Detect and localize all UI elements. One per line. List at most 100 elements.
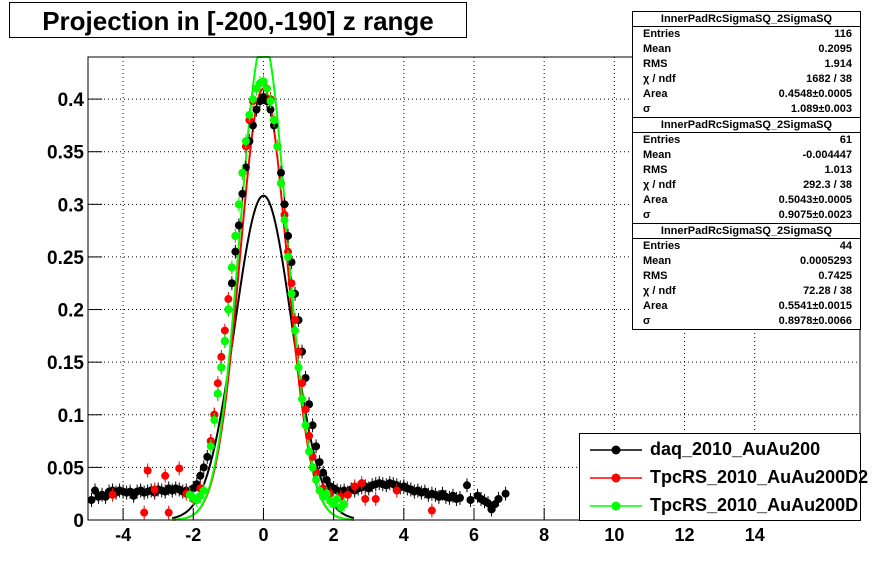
data-point bbox=[287, 289, 296, 298]
x-tick-label: -2 bbox=[185, 525, 201, 545]
data-point bbox=[248, 95, 257, 104]
data-point bbox=[273, 142, 282, 151]
stats-value: 0.2095 bbox=[818, 43, 852, 55]
legend-marker-icon bbox=[590, 473, 642, 483]
y-tick-label: 0.35 bbox=[47, 143, 84, 164]
data-point bbox=[312, 442, 321, 451]
data-point bbox=[91, 486, 100, 495]
data-point bbox=[252, 105, 261, 114]
data-point bbox=[266, 97, 275, 106]
legend-entry-d: TpcRS_2010_AuAu200D bbox=[580, 492, 860, 520]
data-point bbox=[217, 363, 226, 372]
data-point bbox=[161, 471, 170, 480]
stats-value: 44 bbox=[839, 240, 852, 252]
data-point bbox=[175, 464, 184, 473]
stats-header: InnerPadRcSigmaSQ_2SigmaSQ bbox=[633, 118, 860, 133]
data-point bbox=[361, 494, 370, 503]
data-point bbox=[150, 485, 159, 494]
y-tick-labels: 0 0.05 0.1 0.15 0.2 0.25 0.3 0.35 0.4 bbox=[47, 90, 84, 532]
y-tick-label: 0.3 bbox=[58, 195, 84, 216]
stats-box-d2: InnerPadRcSigmaSQ_2SigmaSQ Entries 61 Mea… bbox=[632, 117, 861, 224]
legend: daq_2010_AuAu200 TpcRS_2010_AuAu200D2 Tp… bbox=[579, 433, 868, 521]
data-point bbox=[213, 389, 222, 398]
data-point bbox=[350, 482, 359, 491]
data-point bbox=[199, 463, 208, 472]
legend-marker-icon bbox=[590, 445, 642, 455]
data-point bbox=[210, 416, 219, 425]
data-point bbox=[231, 247, 240, 256]
y-tick-label: 0.2 bbox=[58, 301, 84, 322]
stats-value: 1.914 bbox=[824, 58, 852, 70]
data-point bbox=[224, 305, 233, 314]
x-tick-label: 0 bbox=[258, 525, 268, 545]
x-tick-label: 4 bbox=[399, 525, 409, 545]
data-point bbox=[298, 394, 307, 403]
data-point bbox=[224, 295, 233, 304]
stats-value: 1.089±0.003 bbox=[790, 103, 852, 115]
data-point bbox=[227, 263, 236, 272]
data-point bbox=[280, 200, 289, 209]
data-point bbox=[241, 137, 250, 146]
data-point bbox=[199, 486, 208, 495]
legend-marker-icon bbox=[590, 501, 642, 511]
stats-key: Mean bbox=[643, 43, 672, 55]
y-tick-label: 0.1 bbox=[58, 406, 85, 427]
data-point bbox=[234, 200, 243, 209]
x-tick-label: 8 bbox=[539, 525, 549, 545]
data-point bbox=[308, 463, 317, 472]
title-box: Projection in [-200,-190] z range bbox=[9, 2, 467, 38]
y-tick-label: 0.15 bbox=[47, 353, 84, 374]
data-point bbox=[315, 486, 324, 495]
data-point bbox=[108, 490, 117, 499]
data-point bbox=[308, 421, 317, 430]
data-point bbox=[294, 363, 303, 372]
data-point bbox=[301, 405, 310, 414]
stats-key: χ / ndf bbox=[643, 285, 676, 297]
data-point bbox=[319, 468, 328, 477]
data-point bbox=[287, 279, 296, 288]
data-point bbox=[298, 379, 307, 388]
stats-key: Mean bbox=[643, 255, 672, 267]
stats-key: χ / ndf bbox=[643, 73, 676, 85]
data-point bbox=[196, 471, 205, 480]
data-point bbox=[238, 189, 247, 198]
stats-key: Area bbox=[643, 88, 668, 100]
data-point bbox=[301, 421, 310, 430]
stats-key: Entries bbox=[643, 240, 681, 252]
stats-box-d: InnerPadRcSigmaSQ_2SigmaSQ Entries 44 Mea… bbox=[632, 223, 861, 330]
data-point bbox=[322, 489, 331, 498]
data-point bbox=[245, 110, 254, 119]
legend-entry-d2: TpcRS_2010_AuAu200D2 bbox=[580, 464, 868, 492]
data-point bbox=[305, 447, 314, 456]
stats-key: Area bbox=[643, 194, 668, 206]
stats-key: RMS bbox=[643, 58, 668, 70]
data-point bbox=[371, 494, 380, 503]
stats-key: RMS bbox=[643, 270, 668, 282]
stats-header: InnerPadRcSigmaSQ_2SigmaSQ bbox=[633, 12, 860, 27]
data-point bbox=[462, 481, 471, 490]
y-tick-label: 0.4 bbox=[58, 90, 85, 111]
fit-curves bbox=[171, 56, 355, 521]
data-point bbox=[234, 221, 243, 230]
y-tick-label: 0.05 bbox=[47, 458, 84, 479]
data-point bbox=[343, 490, 352, 499]
x-tick-label: 6 bbox=[469, 525, 479, 545]
stats-key: RMS bbox=[643, 164, 668, 176]
data-point bbox=[269, 116, 278, 125]
stats-value: 61 bbox=[839, 134, 852, 146]
stats-key: Entries bbox=[643, 134, 681, 146]
stats-key: χ / ndf bbox=[643, 179, 676, 191]
data-point bbox=[315, 458, 324, 467]
stats-value: 292.3 / 38 bbox=[803, 179, 852, 191]
data-point bbox=[284, 252, 293, 261]
data-point bbox=[220, 337, 229, 346]
data-point bbox=[203, 452, 212, 461]
stats-value: 1682 / 38 bbox=[806, 73, 852, 85]
stats-header: InnerPadRcSigmaSQ_2SigmaSQ bbox=[633, 224, 860, 239]
data-point bbox=[277, 179, 285, 188]
data-point bbox=[357, 479, 366, 488]
data-point bbox=[231, 231, 240, 240]
data-point bbox=[312, 476, 321, 485]
stats-value: 0.4548±0.0005 bbox=[778, 88, 852, 100]
